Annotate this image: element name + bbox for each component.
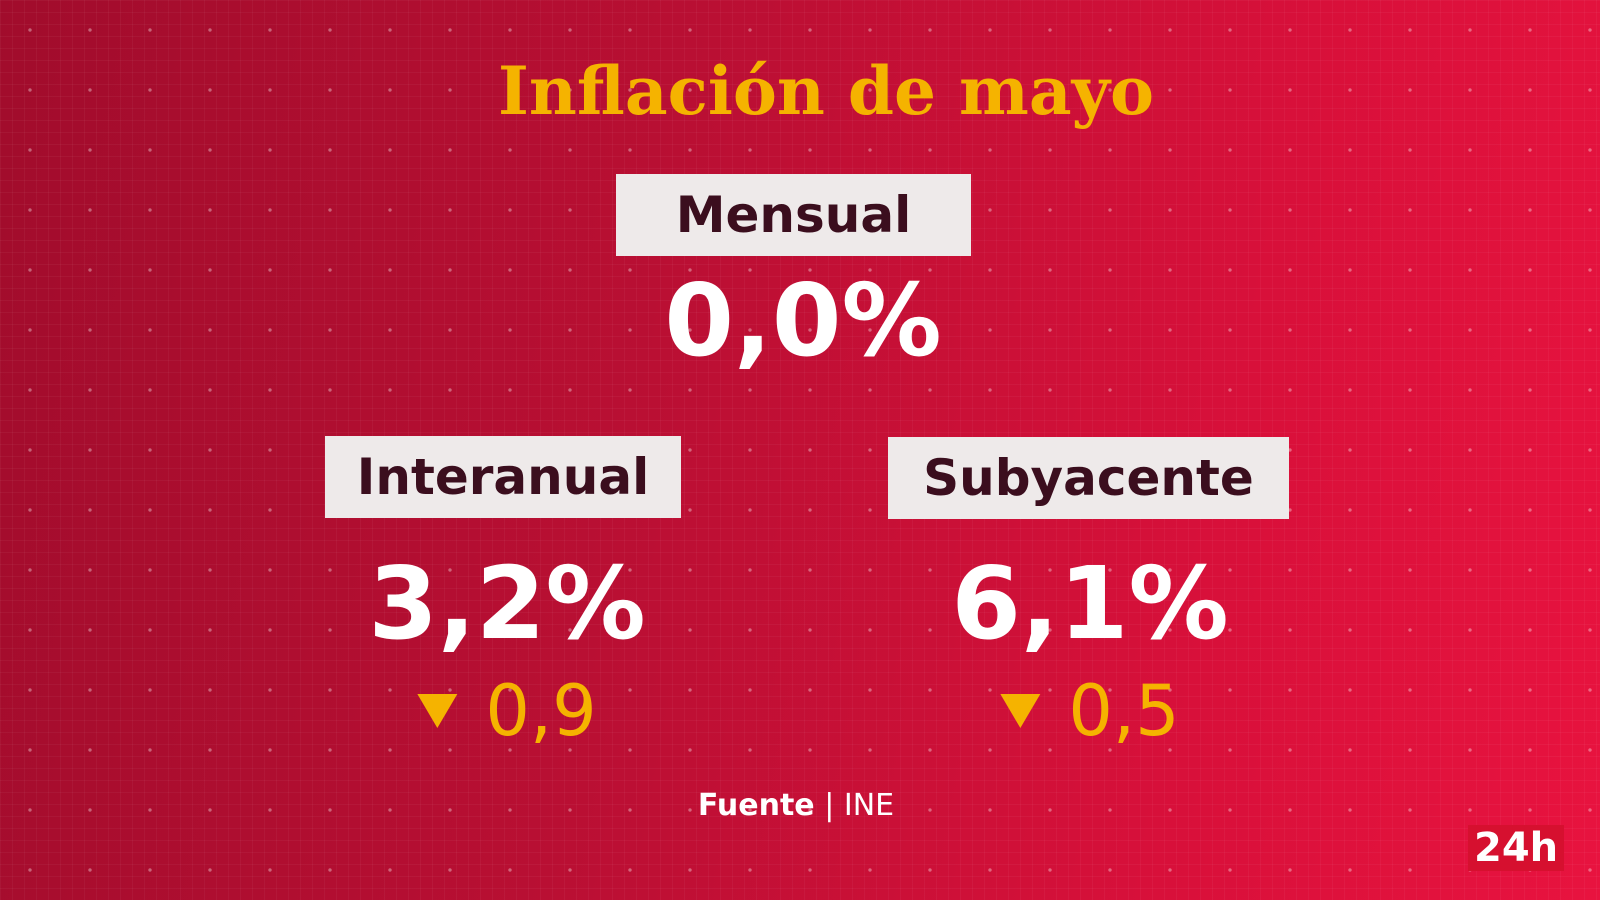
indicator-value: 3,2% [368,545,646,662]
indicator-label: Mensual [675,186,912,244]
down-arrow [417,694,458,728]
title: Inflación de mayo [498,52,1154,130]
label-box: Subyacente [888,437,1289,519]
change: 0,9 [417,670,597,752]
source-name: INE [843,788,895,823]
source: Fuente | INE [698,788,894,823]
separator: | [824,788,835,823]
down-arrow [1000,694,1041,728]
change-value: 0,5 [1068,670,1180,752]
indicator-label: Subyacente [923,449,1254,507]
indicator-value: 0,0% [664,262,942,379]
channel-logo: 24h [1468,825,1565,871]
indicator-label: Interanual [356,448,650,506]
label-box: Interanual [325,436,681,518]
indicator-value: 6,1% [951,545,1229,662]
label-box: Mensual [616,174,971,256]
source-label: Fuente [697,788,815,823]
change-value: 0,9 [485,670,597,752]
change: 0,5 [1000,670,1180,752]
